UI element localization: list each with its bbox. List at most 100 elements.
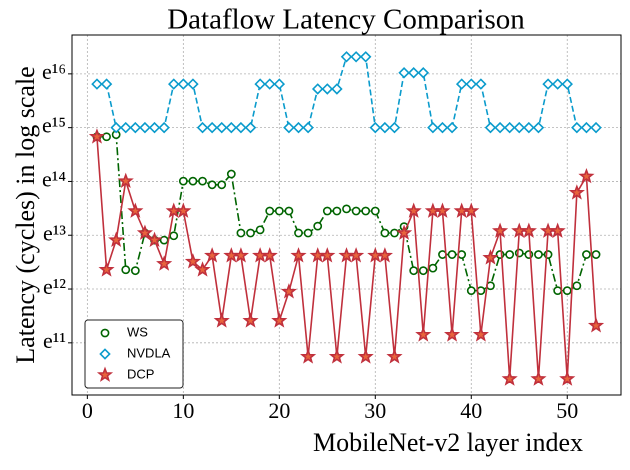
y-axis-label: Latency (cycles) in log scale: [11, 66, 40, 363]
point: [551, 78, 564, 90]
point: [263, 78, 276, 90]
point: [121, 265, 131, 275]
point: [129, 121, 142, 134]
point: [274, 206, 284, 216]
point: [265, 206, 275, 216]
point: [350, 51, 362, 63]
point: [169, 231, 179, 241]
point: [178, 176, 188, 186]
point: [578, 167, 595, 184]
point: [110, 121, 122, 134]
point: [495, 250, 505, 259]
point: [494, 121, 506, 134]
point: [396, 224, 413, 240]
y-tick-label: e¹⁴: [42, 166, 66, 191]
point: [319, 247, 336, 263]
point: [505, 250, 515, 259]
point: [146, 231, 163, 247]
x-axis-label: MobileNet-v2 layer index: [313, 428, 583, 457]
point: [523, 121, 535, 134]
point: [398, 67, 410, 79]
point: [246, 228, 255, 238]
point: [321, 83, 334, 95]
point: [428, 263, 438, 273]
point: [582, 250, 591, 259]
y-tick-label: e¹⁵: [42, 113, 66, 138]
point: [168, 78, 180, 90]
point: [543, 250, 553, 259]
legend-label: DCP: [127, 366, 154, 381]
x-tick-label: 30: [364, 398, 386, 423]
point: [359, 51, 372, 63]
point: [311, 83, 324, 95]
point: [302, 121, 314, 134]
point: [501, 370, 518, 386]
point: [213, 312, 230, 328]
point: [357, 348, 374, 364]
legend-label: NVDLA: [127, 345, 171, 360]
point: [188, 176, 198, 186]
point: [572, 281, 582, 291]
point: [446, 121, 458, 134]
point: [407, 67, 420, 79]
plot-frame: [71, 34, 622, 396]
point: [198, 176, 207, 186]
point: [98, 261, 115, 277]
point: [300, 348, 317, 364]
point: [217, 180, 227, 190]
point: [491, 222, 509, 238]
y-tick-label: e¹³: [43, 220, 66, 245]
legend: WS NVDLA DCP: [84, 319, 184, 389]
point: [235, 121, 247, 134]
point: [351, 206, 361, 216]
point: [215, 121, 228, 134]
point: [370, 206, 380, 216]
point: [409, 266, 419, 276]
point: [206, 121, 218, 134]
point: [225, 121, 238, 134]
point: [342, 204, 351, 214]
point: [303, 228, 313, 238]
point: [331, 83, 343, 95]
point: [158, 121, 170, 134]
point: [524, 250, 534, 259]
point: [175, 202, 192, 218]
point: [482, 249, 499, 265]
point: [184, 253, 202, 269]
point: [348, 247, 365, 263]
x-tick-label: 20: [268, 398, 290, 423]
point: [587, 317, 605, 333]
point: [405, 202, 422, 218]
point: [100, 78, 113, 90]
point: [379, 121, 391, 134]
point: [427, 121, 439, 134]
y-tick-label: e¹⁶: [42, 59, 66, 84]
point: [139, 121, 151, 134]
point: [313, 221, 323, 231]
chart-title: Dataflow Latency Comparison: [167, 4, 525, 36]
point: [571, 121, 583, 134]
point: [380, 228, 390, 238]
series-line: [96, 56, 597, 129]
point: [532, 121, 545, 134]
point: [514, 248, 524, 258]
point: [376, 247, 393, 263]
point: [196, 121, 209, 134]
point: [549, 222, 566, 238]
x-tick-label: 0: [82, 398, 93, 423]
point: [415, 326, 432, 342]
point: [328, 348, 345, 364]
point: [127, 202, 144, 218]
point: [120, 121, 132, 134]
y-tick-label: e¹¹: [43, 328, 66, 353]
x-tick-label: 10: [172, 398, 194, 423]
point: [444, 326, 461, 342]
point: [388, 121, 401, 134]
point: [255, 225, 265, 235]
point: [513, 121, 525, 134]
point: [242, 312, 259, 328]
point: [463, 202, 480, 218]
x-tick-label: 50: [556, 398, 578, 423]
point: [294, 228, 303, 238]
